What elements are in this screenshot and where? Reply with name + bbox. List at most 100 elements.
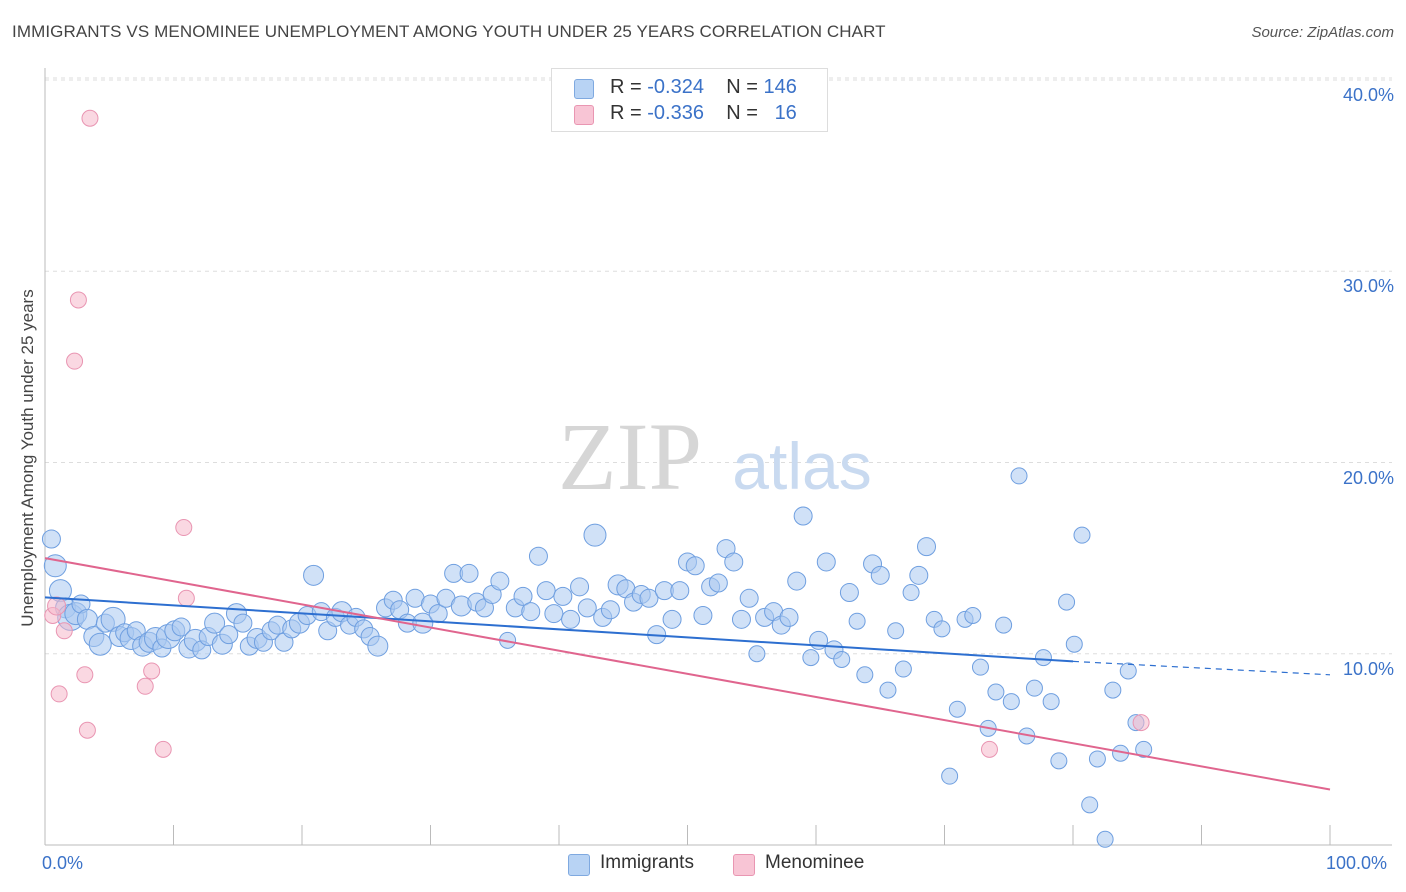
data-point bbox=[528, 546, 548, 566]
trend-line-extension bbox=[1072, 660, 1331, 676]
data-point bbox=[69, 291, 87, 309]
data-point bbox=[600, 600, 620, 620]
data-point bbox=[802, 649, 820, 667]
data-point bbox=[870, 565, 890, 585]
data-point bbox=[848, 612, 866, 630]
data-point bbox=[303, 564, 325, 586]
legend-r-value: -0.324 bbox=[647, 76, 704, 98]
data-point bbox=[731, 609, 751, 629]
data-point bbox=[887, 622, 905, 640]
data-point bbox=[856, 666, 874, 684]
data-point bbox=[1058, 593, 1076, 611]
data-point bbox=[490, 571, 510, 591]
y-tick-label: 30.0% bbox=[1342, 276, 1394, 297]
x-tick-label-start: 0.0% bbox=[42, 853, 84, 873]
data-point bbox=[1081, 796, 1099, 814]
data-point bbox=[553, 586, 573, 606]
data-point bbox=[1073, 526, 1091, 544]
data-point bbox=[1065, 635, 1083, 653]
data-point bbox=[693, 606, 713, 625]
data-point bbox=[639, 588, 659, 608]
data-point bbox=[917, 537, 937, 557]
data-point bbox=[536, 581, 556, 601]
data-point bbox=[583, 523, 607, 547]
data-point bbox=[980, 740, 998, 758]
data-point bbox=[748, 645, 766, 663]
data-point bbox=[367, 635, 389, 657]
data-point bbox=[971, 658, 989, 676]
data-point bbox=[1096, 830, 1114, 848]
bottom-legend-label-menominee: Menominee bbox=[765, 852, 865, 873]
data-point bbox=[412, 612, 434, 634]
data-point bbox=[933, 620, 951, 638]
grid-lines bbox=[45, 77, 1392, 655]
data-point bbox=[577, 598, 597, 618]
data-point bbox=[171, 617, 191, 637]
data-point bbox=[879, 681, 897, 699]
data-point bbox=[1104, 681, 1122, 699]
y-axis-label: Unemployment Among Youth under 25 years bbox=[18, 289, 37, 627]
axes bbox=[44, 68, 1392, 846]
data-point bbox=[204, 612, 226, 634]
data-point bbox=[1050, 752, 1068, 770]
watermark-atlas: atlas bbox=[732, 429, 871, 503]
trend-line bbox=[44, 596, 1074, 663]
data-point bbox=[136, 677, 154, 695]
data-point bbox=[50, 685, 68, 703]
data-point bbox=[909, 565, 929, 585]
legend-r-label: R = bbox=[610, 76, 642, 98]
data-point bbox=[833, 650, 851, 668]
y-tick-label: 10.0% bbox=[1342, 658, 1394, 679]
data-point bbox=[1002, 693, 1020, 711]
data-point bbox=[724, 552, 744, 572]
data-point bbox=[1132, 714, 1150, 732]
data-point bbox=[78, 721, 96, 739]
data-point bbox=[88, 632, 112, 656]
data-point bbox=[787, 571, 807, 591]
data-point bbox=[964, 607, 982, 624]
data-point bbox=[47, 596, 67, 616]
data-point bbox=[1034, 649, 1052, 667]
data-point bbox=[670, 581, 690, 601]
data-point bbox=[1119, 662, 1137, 680]
data-point bbox=[154, 740, 172, 758]
data-point bbox=[233, 613, 253, 633]
data-point bbox=[143, 662, 161, 680]
legend-swatch-immigrants bbox=[574, 79, 594, 99]
data-point bbox=[1025, 679, 1043, 697]
data-point bbox=[177, 589, 195, 607]
y-tick-label: 20.0% bbox=[1342, 467, 1394, 488]
data-point bbox=[948, 700, 966, 718]
stats-legend: R = -0.324 N = 146 R = -0.336 N = 16 bbox=[551, 68, 828, 132]
data-point bbox=[570, 577, 590, 597]
data-point bbox=[739, 588, 759, 608]
source-label: Source: ZipAtlas.com bbox=[1251, 24, 1394, 41]
chart-title: IMMIGRANTS VS MENOMINEE UNEMPLOYMENT AMO… bbox=[12, 22, 886, 41]
trend-lines bbox=[44, 557, 1331, 791]
y-tick-label: 40.0% bbox=[1342, 85, 1394, 105]
trend-line bbox=[44, 557, 1331, 791]
series-menominee-points bbox=[44, 109, 1150, 758]
data-point bbox=[708, 573, 728, 593]
data-point bbox=[1010, 467, 1028, 485]
data-point bbox=[561, 609, 581, 629]
bottom-legend-label-immigrants: Immigrants bbox=[600, 852, 694, 873]
data-point bbox=[995, 616, 1013, 634]
legend-n-label: N = bbox=[726, 102, 758, 124]
data-point bbox=[513, 586, 533, 606]
data-point bbox=[662, 609, 682, 629]
data-point bbox=[219, 625, 239, 645]
legend-n-value: 16 bbox=[774, 102, 797, 124]
legend-r-label: R = bbox=[610, 102, 642, 124]
bottom-legend-swatch-immigrants bbox=[568, 854, 590, 876]
watermark-zip: ZIP bbox=[558, 403, 702, 510]
data-point bbox=[685, 556, 705, 576]
data-point bbox=[521, 602, 541, 622]
data-point bbox=[816, 552, 836, 572]
data-point bbox=[81, 109, 99, 127]
legend-n-value: 146 bbox=[763, 76, 797, 98]
data-point bbox=[1135, 740, 1153, 758]
data-point bbox=[459, 563, 479, 583]
data-point bbox=[839, 583, 859, 603]
